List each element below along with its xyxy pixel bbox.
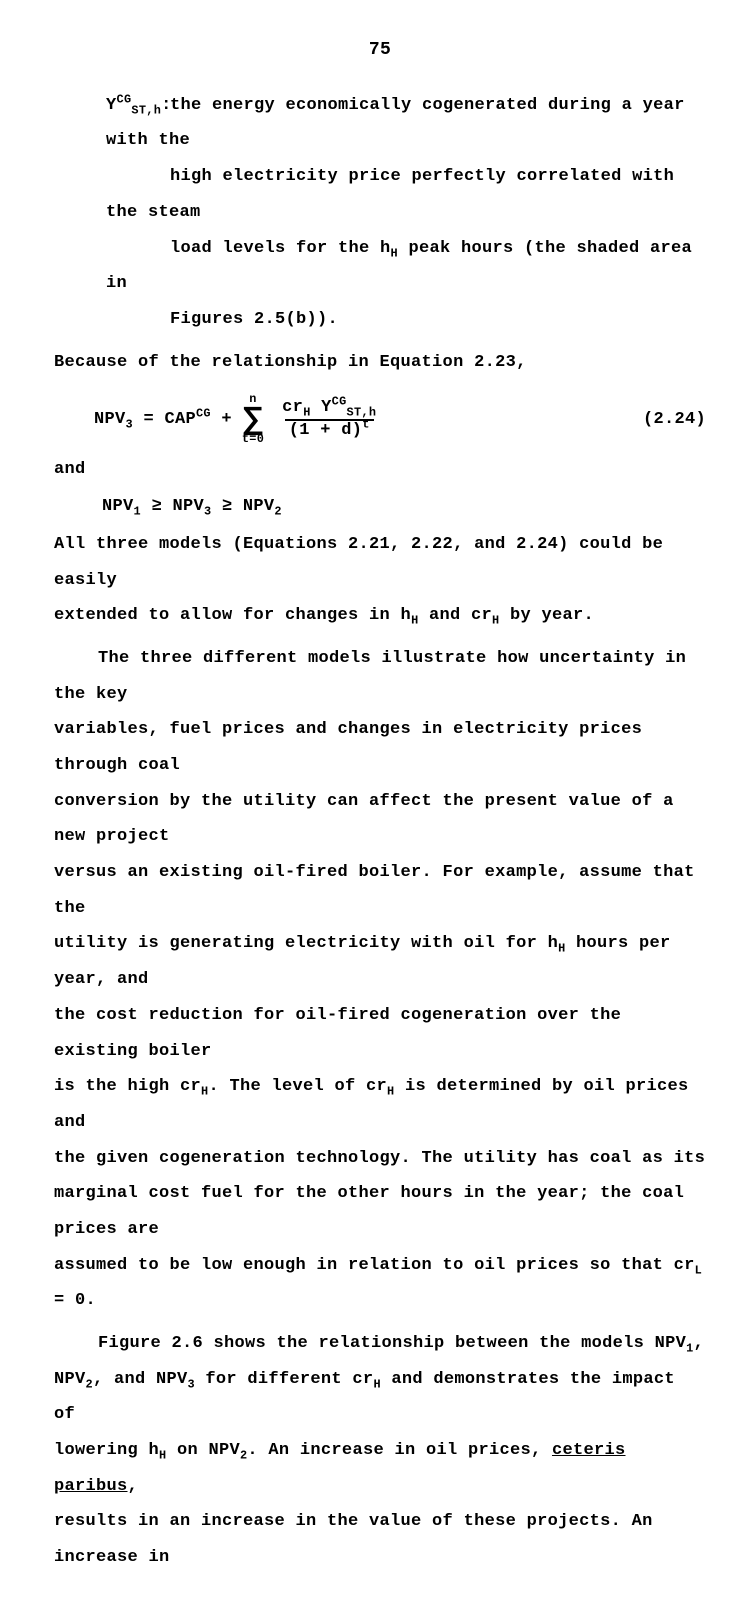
paragraph-figure: Figure 2.6 shows the relationship betwee… [54,1326,706,1576]
equation-body: NPV3 = CAPCG + n ∑ t=0 crH YCGST,h (1 + … [94,394,633,445]
paragraph-models: All three models (Equations 2.21, 2.22, … [54,527,706,634]
definition-symbol: YCGST,h: [106,88,170,124]
body2-line-1: The three different models illustrate ho… [54,641,706,712]
body2-line-3: conversion by the utility can affect the… [54,784,706,855]
body3-line-4: results in an increase in the value of t… [54,1504,706,1575]
summation-symbol: n ∑ t=0 [242,394,264,445]
equation-2-24: NPV3 = CAPCG + n ∑ t=0 crH YCGST,h (1 + … [54,394,706,445]
fraction-numerator: crH YCGST,h [278,399,380,419]
body3-line-2: NPV2, and NPV3 for different crH and dem… [54,1362,706,1433]
definition-line-4: Figures 2.5(b)). [170,310,338,329]
body3-line-1: Figure 2.6 shows the relationship betwee… [54,1326,706,1362]
body2-line-8: the given cogeneration technology. The u… [54,1141,706,1177]
definition-line-2: high electricity price perfectly correla… [106,167,674,222]
body2-line-6: the cost reduction for oil-fired cogener… [54,998,706,1069]
paragraph-uncertainty: The three different models illustrate ho… [54,641,706,1319]
definition-y-cg: YCGST,h:the energy economically cogenera… [106,88,706,338]
and-connector: and [54,452,706,488]
equation-lhs: NPV3 = CAPCG + [94,402,232,438]
sum-lower: t=0 [242,434,264,446]
body2-line-2: variables, fuel prices and changes in el… [54,712,706,783]
fraction: crH YCGST,h (1 + d)t [278,399,380,440]
body2-line-7: is the high crH. The level of crH is det… [54,1069,706,1140]
definition-line-1: the energy economically cogenerated duri… [106,96,685,151]
definition-line-3: load levels for the hH peak hours (the s… [106,239,692,294]
lead-sentence: Because of the relationship in Equation … [54,345,706,381]
body2-line-10: assumed to be low enough in relation to … [54,1248,706,1319]
fraction-denominator: (1 + d)t [285,419,374,441]
page-number: 75 [54,32,706,70]
body3-line-3: lowering hH on NPV2. An increase in oil … [54,1433,706,1504]
body2-line-5: utility is generating electricity with o… [54,926,706,997]
body2-line-4: versus an existing oil-fired boiler. For… [54,855,706,926]
page-container: 75 YCGST,h:the energy economically cogen… [0,0,754,1606]
body2-line-9: marginal cost fuel for the other hours i… [54,1176,706,1247]
npv-inequality: NPV1 ≥ NPV3 ≥ NPV2 [102,489,706,525]
equation-label: (2.24) [633,402,706,438]
body1-line-2: extended to allow for changes in hH and … [54,598,706,634]
body1-line-1: All three models (Equations 2.21, 2.22, … [54,527,706,598]
